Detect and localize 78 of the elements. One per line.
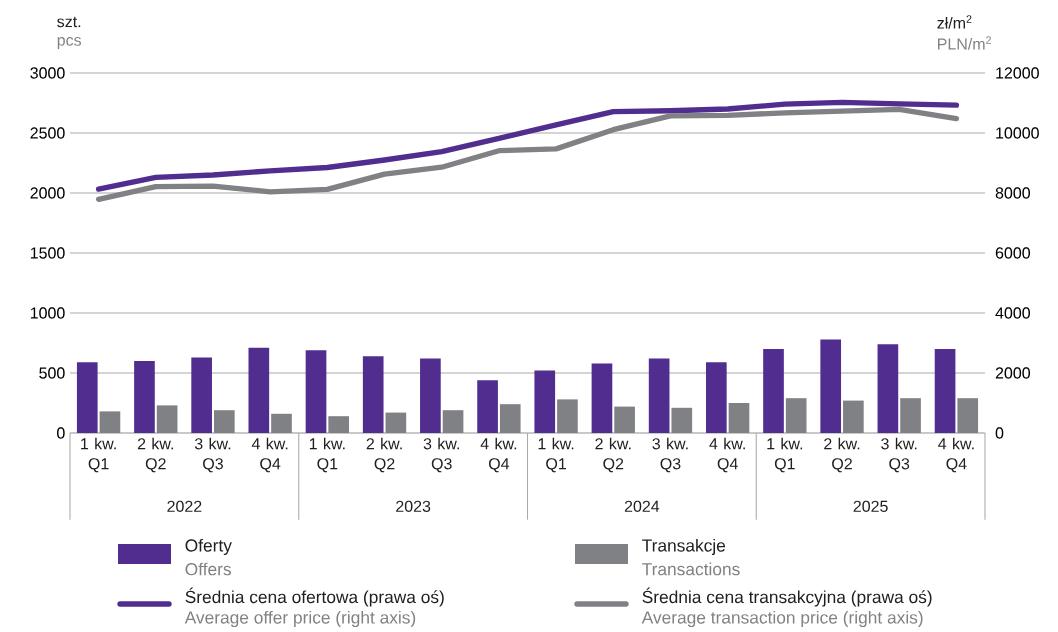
y-tick-label: 2000 [30,187,65,199]
text: 2025 [853,500,888,512]
x-tick-label: 1 kw. Q1 [81,437,116,473]
text: Average offer price (right axis) [184,610,416,628]
bar [420,358,441,433]
x-tick-label: 2 kw. Q2 [595,437,631,473]
text: PLN/m$^{2}$ [938,36,991,50]
x-tick-label: 3 kw. Q3 [194,437,231,473]
bar [534,370,556,433]
bar [557,399,578,433]
text: pcs [57,37,82,49]
y-tick-label: 0 [57,427,65,439]
bar [76,362,98,433]
y-tick-label: 1000 [30,307,65,319]
y2-tick-label: 2000 [995,367,1031,379]
y-tick-label: 2500 [30,127,65,139]
x-tick-label: 2 kw. Q2 [824,437,860,473]
y2-tick-label: 4000 [995,307,1031,319]
bar [728,402,750,433]
bar [843,400,864,433]
bar [820,339,842,433]
y2-tick-label: 10000 [996,127,1039,139]
y2-tick-label: 6000 [995,247,1031,259]
legend-label: Transakcje [642,538,726,556]
bar [328,416,350,433]
bar [648,358,670,433]
text: 2023 [396,500,431,512]
x-tick-label: 2 kw. Q2 [137,437,174,473]
bar [362,356,384,433]
y2-tick-label: 8000 [995,187,1031,199]
x-tick-label: 3 kw. Q3 [881,437,917,473]
x-tick-label: 4 kw. Q4 [251,437,288,473]
y-tick-label: 3000 [30,67,65,79]
bar [705,362,727,433]
bar [591,363,613,433]
bar [134,360,155,433]
legend-label: Średnia cena ofertowa (prawa oś) [185,587,444,607]
x-tick-label: 3 kw. Q3 [423,437,459,473]
x-tick-label: 1 kw. Q1 [309,437,345,473]
bar [934,348,956,433]
y-axis-title: szt. [57,16,81,28]
x-tick-label: 2 kw. Q2 [366,437,402,473]
y-tick-label: 500 [39,367,65,379]
bar [191,357,212,433]
text: 2024 [624,500,660,512]
text: Average transaction price (right axis) [641,610,923,628]
bar [248,347,270,433]
x-tick-label: 4 kw. Q4 [480,437,517,473]
bar [614,406,635,433]
y2-tick-label: 0 [995,427,1004,439]
legend-label: Oferty [185,538,232,556]
bar [671,407,693,433]
bar [156,405,178,433]
bar [213,410,235,433]
x-tick-label: 4 kw. Q4 [938,437,974,473]
y2-tick-label: 12000 [996,67,1039,79]
legend-label: Średnia cena transakcyjna (prawa oś) [642,587,932,607]
text: Offers [185,562,231,576]
bar [763,348,784,433]
x-tick-label: 3 kw. Q3 [652,437,688,473]
x-tick-label: 1 kw. Q1 [767,437,803,473]
bar [957,398,979,433]
bar [900,398,921,433]
y2-axis-title: zł/m$^{2}$ [937,15,972,29]
bar [785,398,807,433]
bar [477,380,498,433]
x-tick-label: 1 kw. Q1 [538,437,574,473]
x-tick-label: 4 kw. Q4 [709,437,745,473]
bar [385,412,407,433]
text: Transactions [642,562,740,576]
bar [99,411,121,433]
bar [499,404,521,433]
text: 2022 [167,500,202,512]
bar [877,344,899,433]
y-tick-label: 1500 [30,247,65,259]
bar [442,410,464,433]
bar [271,413,292,433]
bar [305,350,327,433]
